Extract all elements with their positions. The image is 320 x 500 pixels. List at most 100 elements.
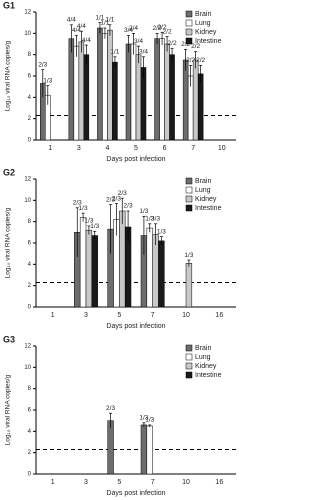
y-tick-label: 12	[24, 344, 31, 350]
x-tick-label: 1	[51, 312, 55, 319]
x-tick-label: 10	[218, 145, 226, 152]
legend-swatch	[185, 344, 193, 352]
data-label: 2/2	[163, 28, 172, 35]
x-tick-label: 6	[163, 145, 167, 152]
x-tick-label: 3	[77, 145, 81, 152]
y-tick-label: 4	[28, 95, 32, 101]
y-axis-label: Log₁₀ viral RNA copies/g	[5, 40, 12, 111]
data-label: 2/2	[153, 25, 162, 32]
data-label: 1/1	[105, 17, 114, 24]
bar	[140, 424, 148, 475]
data-label: 1/3	[145, 216, 154, 223]
data-label: 2/2	[158, 24, 167, 31]
data-label: 4/4	[82, 37, 91, 44]
legend-label: Lung	[195, 187, 211, 194]
bar	[125, 43, 132, 141]
legend-swatch	[185, 177, 193, 185]
legend-swatch	[185, 37, 193, 45]
bar	[78, 41, 85, 141]
x-axis-label: Days post infection	[106, 490, 165, 497]
legend-swatch	[185, 10, 193, 18]
legend-label: Lung	[195, 20, 211, 27]
y-tick-label: 2	[28, 450, 32, 456]
legend-swatch	[185, 353, 193, 361]
legend-label: Kidney	[195, 363, 217, 370]
data-label: 3/3	[151, 216, 160, 223]
data-label: 4/4	[77, 23, 86, 30]
bar	[130, 43, 137, 141]
bar	[140, 67, 147, 141]
data-label: 2/2	[191, 43, 200, 50]
y-tick-label: 4	[28, 429, 32, 435]
legend-label: Brain	[195, 345, 211, 352]
legend-label: Intestine	[195, 205, 222, 212]
data-label: 2/2	[181, 41, 190, 48]
bar	[185, 263, 193, 308]
legend-label: Intestine	[195, 38, 222, 45]
bar	[112, 61, 118, 141]
panel-title: G3	[3, 334, 15, 344]
y-tick-label: 0	[28, 305, 32, 311]
y-tick-label: 6	[28, 74, 32, 80]
x-tick-label: 7	[191, 145, 195, 152]
x-axis-label: Days post infection	[106, 156, 165, 163]
data-label: 2/3	[106, 196, 115, 203]
y-tick-label: 8	[28, 386, 32, 392]
y-tick-label: 8	[28, 52, 32, 58]
panel-title: G1	[3, 0, 15, 10]
x-tick-label: 3	[84, 312, 88, 319]
x-tick-label: 7	[151, 312, 155, 319]
data-label: 4/4	[72, 27, 81, 34]
y-tick-label: 0	[28, 138, 32, 144]
x-tick-label: 5	[117, 312, 121, 319]
data-label: 1/3	[157, 228, 166, 235]
y-tick-label: 12	[24, 177, 31, 183]
data-label: 2/2	[168, 40, 177, 47]
legend-label: Kidney	[195, 29, 217, 36]
bar	[197, 73, 204, 141]
y-tick-label: 6	[28, 408, 32, 414]
bar	[107, 420, 114, 475]
data-label: 3/4	[139, 49, 148, 56]
data-label: 4/4	[67, 17, 76, 24]
data-label: 2/4	[129, 25, 138, 32]
data-label: 2/3	[38, 61, 47, 68]
x-tick-label: 7	[151, 479, 155, 486]
y-tick-label: 2	[28, 116, 32, 122]
legend-label: Brain	[195, 178, 211, 185]
bar	[85, 229, 93, 308]
data-label: 1/1	[95, 14, 104, 21]
data-label: 1/3	[43, 77, 52, 84]
x-tick-label: 10	[182, 479, 190, 486]
y-tick-label: 10	[24, 198, 31, 204]
bar	[146, 425, 153, 475]
x-axis-label: Days post infection	[106, 323, 165, 330]
bar	[164, 43, 170, 141]
legend-swatch	[185, 204, 193, 212]
legend-swatch	[185, 371, 193, 379]
y-tick-label: 6	[28, 241, 32, 247]
panel: G1 Log₁₀ viral RNA copies/g Days post infe…	[3, 0, 236, 163]
x-tick-label: 4	[105, 145, 109, 152]
bar	[146, 227, 153, 308]
x-tick-label: 5	[134, 145, 138, 152]
bar	[192, 59, 199, 141]
x-tick-label: 1	[51, 479, 55, 486]
data-label: 1/3	[139, 208, 148, 215]
x-tick-label: 5	[117, 479, 121, 486]
y-tick-label: 10	[24, 365, 31, 371]
data-label: 1/3	[84, 218, 93, 225]
data-label: 3/4	[124, 27, 133, 34]
data-label: 1/3	[79, 205, 88, 212]
bar	[79, 217, 87, 308]
y-axis-label: Log₁₀ viral RNA copies/g	[5, 207, 12, 278]
bar	[97, 27, 103, 141]
bar	[154, 38, 160, 141]
panel-title: G2	[3, 167, 15, 177]
legend-label: Kidney	[195, 196, 217, 203]
bar	[83, 54, 90, 141]
legend-label: Intestine	[195, 372, 222, 379]
bar	[152, 234, 159, 308]
legend-label: Lung	[195, 354, 211, 361]
bar	[119, 210, 126, 308]
